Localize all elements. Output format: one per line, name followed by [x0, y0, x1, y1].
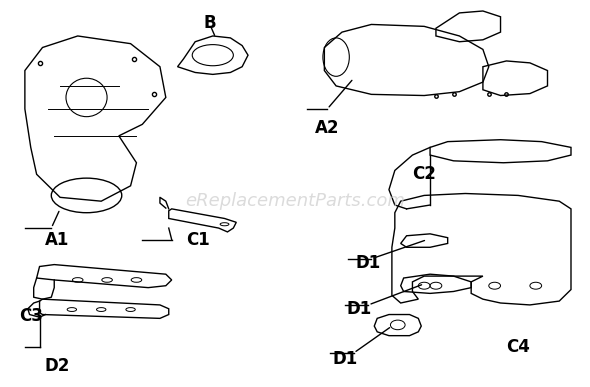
Text: A2: A2	[315, 119, 340, 137]
Text: C1: C1	[186, 231, 210, 248]
Text: B: B	[204, 14, 216, 31]
Text: C3: C3	[19, 307, 42, 325]
Text: D1: D1	[347, 300, 372, 318]
Text: A1: A1	[45, 231, 70, 248]
Text: C4: C4	[506, 338, 530, 356]
Text: D1: D1	[332, 350, 358, 368]
Text: eReplacementParts.com: eReplacementParts.com	[185, 192, 405, 210]
Text: C2: C2	[412, 165, 436, 183]
Text: D2: D2	[44, 358, 70, 375]
Text: D1: D1	[356, 253, 381, 272]
